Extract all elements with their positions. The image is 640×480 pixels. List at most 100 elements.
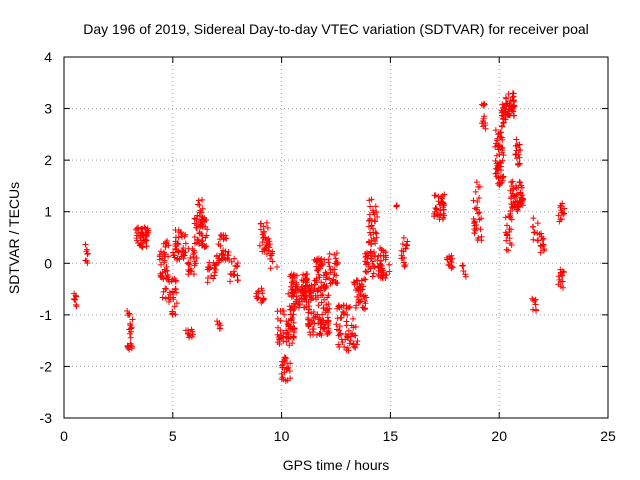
data-point (253, 293, 260, 300)
data-point (511, 193, 518, 200)
data-point (378, 272, 385, 279)
data-point (352, 323, 359, 330)
data-point (368, 222, 375, 229)
data-point (354, 293, 361, 300)
data-point (347, 331, 354, 338)
data-point (480, 115, 487, 122)
data-point (162, 295, 169, 302)
data-point (330, 277, 337, 284)
data-point (476, 216, 483, 223)
x-tick-label: 5 (169, 428, 177, 444)
data-point (498, 179, 505, 186)
data-point (83, 246, 90, 253)
data-point (217, 322, 224, 329)
data-point (382, 249, 389, 256)
data-point (435, 211, 442, 218)
data-point (333, 321, 340, 328)
data-point (219, 252, 226, 259)
data-point (321, 324, 328, 331)
data-point (180, 255, 187, 262)
data-point (368, 217, 375, 224)
data-point (367, 265, 374, 272)
data-point (191, 262, 198, 269)
data-point (432, 208, 439, 215)
data-point (261, 247, 268, 254)
data-point (557, 204, 564, 211)
data-point (505, 90, 512, 97)
data-point (382, 272, 389, 279)
data-point (163, 240, 170, 247)
data-point (500, 119, 507, 126)
data-point (320, 305, 327, 312)
data-point (266, 238, 273, 245)
data-point (352, 304, 359, 311)
data-point (537, 242, 544, 249)
data-point (318, 321, 325, 328)
data-point (529, 295, 536, 302)
data-point (83, 257, 90, 264)
data-point (195, 197, 202, 204)
data-point (157, 248, 164, 255)
data-point (316, 274, 323, 281)
data-point (164, 272, 171, 279)
data-point (321, 296, 328, 303)
data-point (348, 322, 355, 329)
data-point (443, 254, 450, 261)
data-point (462, 273, 469, 280)
data-point (263, 219, 270, 226)
data-point (365, 223, 372, 230)
data-point (260, 223, 267, 230)
data-point (539, 236, 546, 243)
y-tick-label: -2 (40, 358, 53, 374)
data-point (559, 278, 566, 285)
data-point (496, 143, 503, 150)
data-point (186, 261, 193, 268)
data-point (504, 100, 511, 107)
data-point (143, 237, 150, 244)
data-point (290, 274, 297, 281)
data-point (361, 258, 368, 265)
data-point (286, 368, 293, 375)
data-point (496, 130, 503, 137)
data-point (497, 180, 504, 187)
data-point (175, 248, 182, 255)
data-point (234, 277, 241, 284)
data-point (393, 202, 400, 209)
data-point (223, 235, 230, 242)
data-point (540, 241, 547, 248)
data-point (295, 304, 302, 311)
data-point (445, 261, 452, 268)
data-point (315, 302, 322, 309)
data-point (437, 207, 444, 214)
data-point (299, 290, 306, 297)
data-point (161, 257, 168, 264)
y-tick-label: 4 (44, 49, 52, 65)
data-point (193, 221, 200, 228)
data-point (285, 323, 292, 330)
data-point (306, 306, 313, 313)
data-point (362, 276, 369, 283)
data-point (460, 267, 467, 274)
data-point (345, 327, 352, 334)
data-point (349, 315, 356, 322)
data-point (369, 260, 376, 267)
data-point (303, 292, 310, 299)
data-point (499, 157, 506, 164)
y-tick-label: -3 (40, 410, 53, 426)
data-point (258, 285, 265, 292)
data-point (510, 108, 517, 115)
data-point (72, 292, 79, 299)
data-point (174, 240, 181, 247)
y-tick-label: 2 (44, 152, 52, 168)
data-point (471, 219, 478, 226)
data-point (185, 271, 192, 278)
data-point (367, 255, 374, 262)
data-point (274, 308, 281, 315)
data-point (537, 249, 544, 256)
data-point (182, 240, 189, 247)
data-point (231, 271, 238, 278)
x-tick-label: 10 (274, 428, 290, 444)
data-point (210, 275, 217, 282)
data-point (280, 338, 287, 345)
data-point (259, 239, 266, 246)
